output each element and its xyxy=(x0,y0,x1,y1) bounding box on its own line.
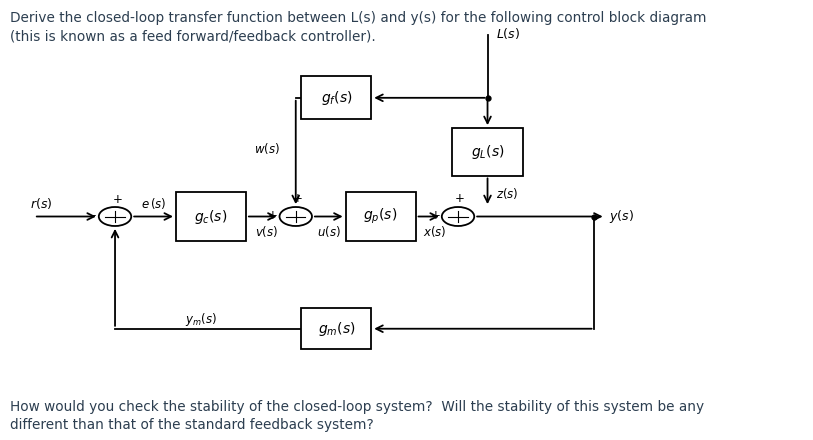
Text: $y(s)$: $y(s)$ xyxy=(609,208,634,225)
Text: +: + xyxy=(268,209,278,222)
Text: Derive the closed-loop transfer function between L(s) and y(s) for the following: Derive the closed-loop transfer function… xyxy=(10,11,706,44)
Text: $g_{f}(s)$: $g_{f}(s)$ xyxy=(320,89,352,107)
Text: $L(s)$: $L(s)$ xyxy=(497,26,520,40)
Circle shape xyxy=(99,207,131,226)
Bar xyxy=(302,308,372,349)
Text: $g_{m}(s)$: $g_{m}(s)$ xyxy=(318,320,355,338)
Text: $u(s)$: $u(s)$ xyxy=(317,224,341,239)
Text: $e\,(s)$: $e\,(s)$ xyxy=(141,196,167,211)
Text: +: + xyxy=(454,192,464,205)
Text: How would you check the stability of the closed-loop system?  Will the stability: How would you check the stability of the… xyxy=(10,400,704,433)
Text: $w(s)$: $w(s)$ xyxy=(254,141,280,156)
Circle shape xyxy=(280,207,312,226)
Text: $z(s)$: $z(s)$ xyxy=(497,187,519,202)
Text: $r(s)$: $r(s)$ xyxy=(30,196,53,211)
Text: $g_{p}(s)$: $g_{p}(s)$ xyxy=(363,207,398,226)
Text: $y_m(s)$: $y_m(s)$ xyxy=(185,311,217,328)
Text: $g_{L}(s)$: $g_{L}(s)$ xyxy=(471,143,504,161)
Bar xyxy=(346,192,415,241)
Text: +: + xyxy=(430,209,441,222)
Text: +: + xyxy=(112,193,123,205)
Text: $x(s)$: $x(s)$ xyxy=(423,224,446,239)
Circle shape xyxy=(441,207,474,226)
Bar xyxy=(302,76,372,119)
Text: $g_{c}(s)$: $g_{c}(s)$ xyxy=(194,208,228,226)
Text: -: - xyxy=(91,209,95,222)
Text: +: + xyxy=(293,192,302,205)
Text: $v(s)$: $v(s)$ xyxy=(254,224,278,239)
Bar xyxy=(453,128,523,176)
Bar xyxy=(176,192,246,241)
